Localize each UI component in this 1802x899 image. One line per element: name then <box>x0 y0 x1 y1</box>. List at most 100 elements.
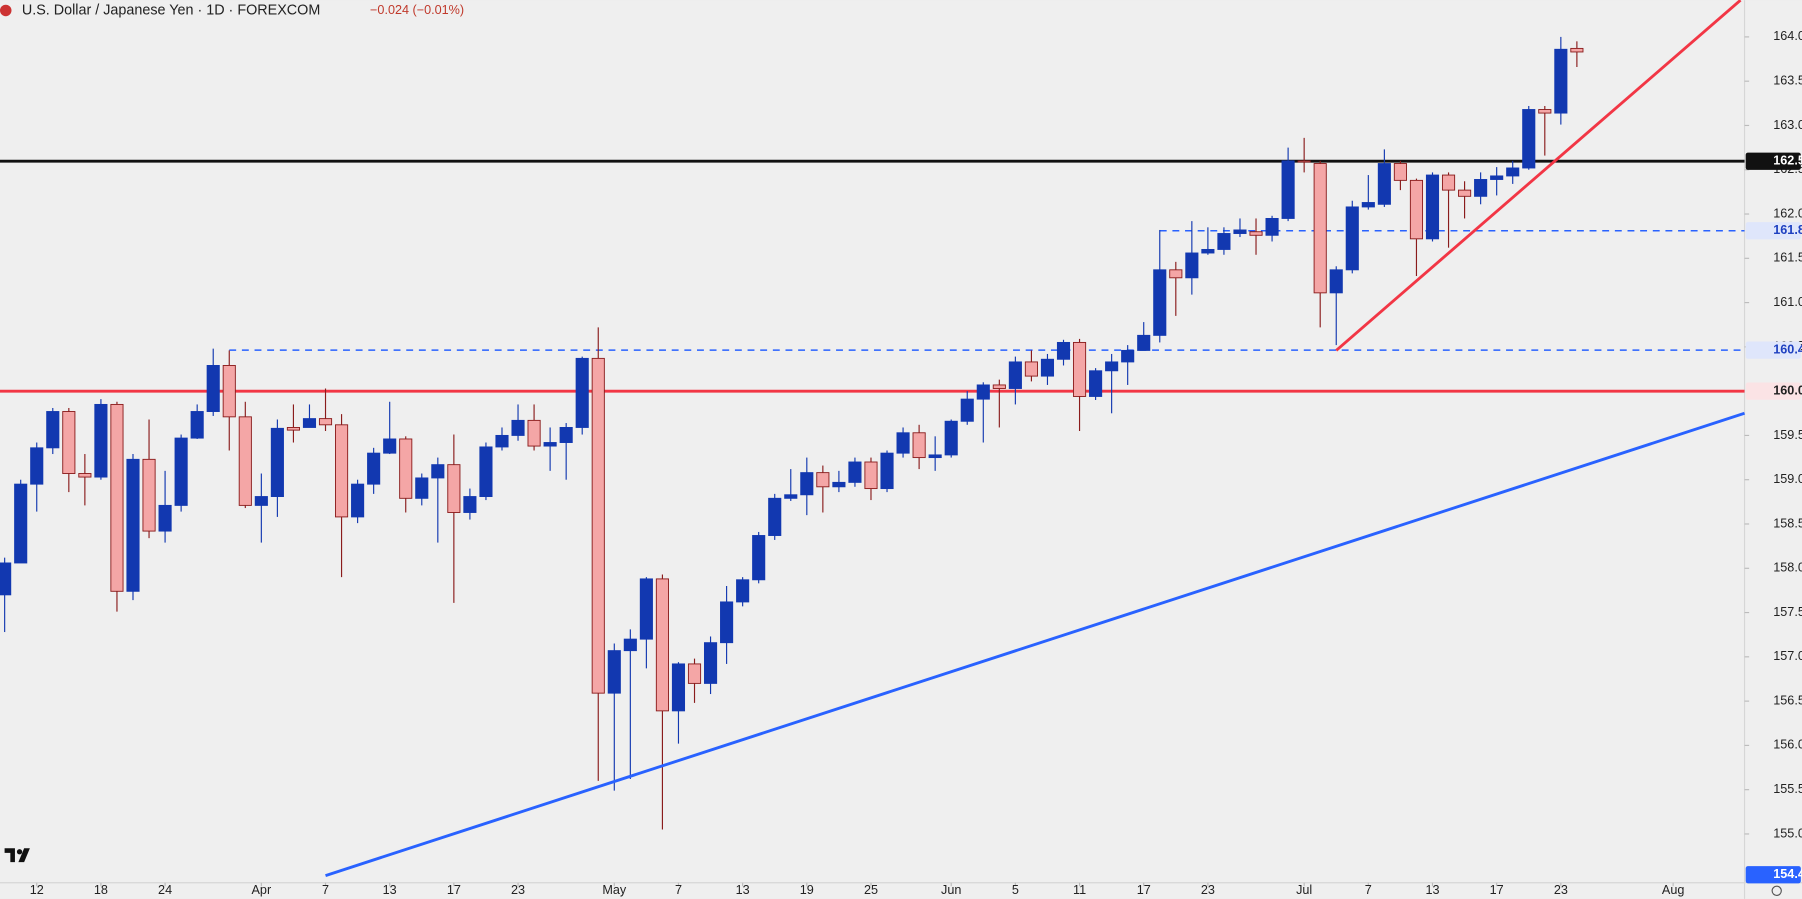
candle-body <box>575 357 589 428</box>
x-tick-label: 19 <box>800 883 814 897</box>
candle-body <box>1185 252 1199 279</box>
candle-body <box>992 384 1006 389</box>
x-tick-label: 17 <box>447 883 461 897</box>
candle-body <box>1441 174 1456 191</box>
candle-body <box>880 452 894 490</box>
candle-body <box>543 442 557 447</box>
price-badge-label: 160.463 <box>1773 342 1802 356</box>
price-change: −0.024 (−0.01%) <box>370 3 464 17</box>
candle-body <box>928 454 942 459</box>
candle-body <box>190 411 204 439</box>
candle-body <box>1425 174 1440 240</box>
candle-body <box>896 432 910 454</box>
candle-body <box>399 438 413 499</box>
candle-body <box>463 496 477 513</box>
candle-body <box>415 477 429 499</box>
x-tick-label: 7 <box>322 883 329 897</box>
price-badge-label: 161.811 <box>1773 223 1802 237</box>
candle-body <box>62 411 76 474</box>
candle-body <box>1361 202 1375 208</box>
candle-body <box>335 424 349 518</box>
candle-body <box>447 464 461 513</box>
flag-icon <box>0 4 12 17</box>
candle-body <box>14 483 28 564</box>
y-tick-label: 156.000 <box>1773 738 1802 752</box>
candle-body <box>1056 341 1071 360</box>
candle-body <box>1024 361 1038 377</box>
y-tick-label: 164.000 <box>1773 29 1802 43</box>
candle-body <box>1377 163 1391 205</box>
x-tick-label: 25 <box>864 883 878 897</box>
candle-body <box>784 494 798 499</box>
candle-body <box>174 437 188 506</box>
candle-body <box>1137 334 1151 351</box>
y-tick-label: 158.000 <box>1773 561 1802 575</box>
price-badge <box>1745 341 1801 359</box>
y-tick-label: 157.500 <box>1773 605 1802 619</box>
candle-body <box>206 365 220 412</box>
x-tick-label: Aug <box>1662 883 1684 897</box>
candle-body <box>286 427 300 431</box>
candle-body <box>222 365 236 418</box>
candle-body <box>1072 341 1087 397</box>
candle-body <box>367 452 381 485</box>
candle-body <box>1345 206 1359 271</box>
candle-body <box>351 483 365 518</box>
candle-body <box>1201 248 1215 254</box>
candle-body <box>1522 109 1536 169</box>
candle-body <box>254 496 268 506</box>
candle-body <box>46 411 60 449</box>
candle-body <box>607 650 621 694</box>
candle-body <box>479 446 493 498</box>
x-tick-label: Jul <box>1296 883 1312 897</box>
price-badge <box>1745 866 1801 884</box>
candle-body <box>736 579 750 603</box>
y-tick-label: 157.000 <box>1773 649 1802 663</box>
candle-body <box>864 461 878 490</box>
x-tick-label: 24 <box>158 883 172 897</box>
x-tick-label: 7 <box>675 883 682 897</box>
candle-body <box>591 357 605 694</box>
candle-body <box>1458 189 1472 197</box>
candle-body <box>1089 370 1103 397</box>
candle-body <box>1490 175 1504 180</box>
y-tick-label: 159.500 <box>1773 428 1802 442</box>
candle-body <box>142 458 156 532</box>
candle-body <box>270 427 284 498</box>
candle-body <box>1153 269 1167 336</box>
candle-body <box>1040 358 1055 377</box>
settings-icon[interactable] <box>1771 885 1782 896</box>
candle-body <box>912 432 926 459</box>
candle-body <box>1329 269 1343 294</box>
candle-body <box>559 427 573 443</box>
candle-body <box>687 663 702 684</box>
candle-body <box>318 418 333 426</box>
candle-body <box>960 398 974 422</box>
candle-body <box>1474 179 1488 197</box>
x-tick-label: 11 <box>1073 883 1086 897</box>
x-tick-label: 18 <box>94 883 108 897</box>
candle-body <box>1105 361 1119 372</box>
y-tick-label: 159.000 <box>1773 472 1802 486</box>
x-tick-label: 23 <box>511 883 525 897</box>
x-tick-label: 23 <box>1554 883 1568 897</box>
trendline <box>1335 0 1742 352</box>
x-tick-label: 13 <box>736 883 750 897</box>
candle-body <box>110 403 124 592</box>
x-tick-label: 13 <box>1425 883 1439 897</box>
price-badge-label: 160.000 <box>1773 383 1802 397</box>
x-tick-label: 13 <box>383 883 397 897</box>
candle-body <box>800 472 814 496</box>
candle-body <box>1008 361 1022 389</box>
x-tick-label: 23 <box>1201 883 1215 897</box>
y-tick-label: 156.500 <box>1773 693 1802 707</box>
candle-body <box>671 663 686 712</box>
candle-body <box>1297 160 1311 163</box>
candle-body <box>976 384 990 400</box>
price-badge-label: 154.449 <box>1773 867 1802 881</box>
candle-body <box>1281 160 1295 219</box>
candle-body <box>0 562 12 596</box>
candle-body <box>238 416 252 506</box>
